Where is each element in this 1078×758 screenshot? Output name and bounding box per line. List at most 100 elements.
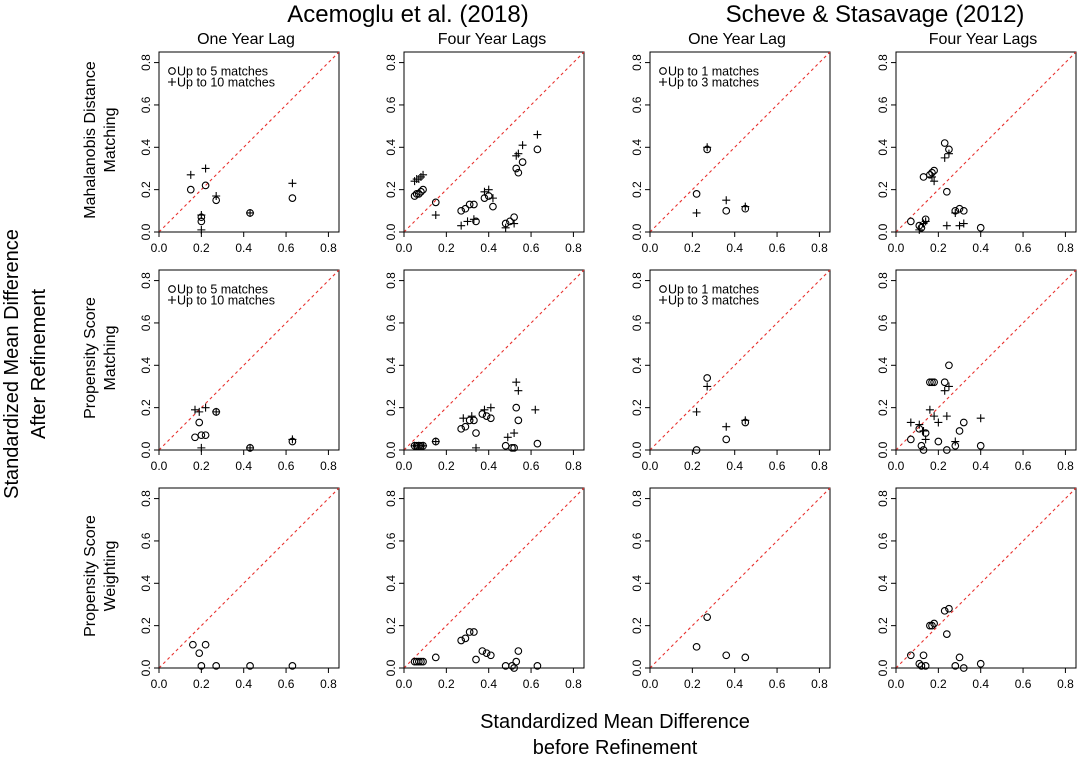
legend-marker-plus: [168, 296, 176, 304]
y-tick-label: 0.8: [876, 490, 890, 507]
x-tick-label: 0.2: [438, 241, 455, 255]
x-tick-label: 0.8: [320, 677, 337, 691]
data-point-circle: [955, 653, 964, 662]
x-tick-label: 0.4: [726, 459, 743, 473]
data-point-plus: [197, 225, 206, 234]
y-tick-label: 0.4: [876, 575, 890, 592]
column-title-2: Four Year Lags: [438, 31, 547, 48]
data-point-plus: [942, 412, 951, 421]
x-axis-label-line-1: Standardized Mean Difference: [480, 711, 750, 733]
scatter-panel: 0.00.0 0.2 0.2 0.4 0.4 0.6 0.6 0.8 0.8: [384, 487, 585, 691]
legend-marker-circle: [659, 285, 667, 293]
data-point-circle: [410, 192, 419, 200]
data-point-plus: [472, 443, 480, 452]
data-point-circle: [470, 416, 478, 425]
scatter-panel: 0.00.0 0.2 0.2 0.4 0.4 0.6 0.6 0.8 0.8: [384, 51, 585, 255]
data-point-circle: [926, 621, 934, 630]
y-tick-label: 0.0: [384, 223, 398, 240]
x-tick-label: 0.8: [811, 677, 828, 691]
data-point-circle: [412, 190, 421, 198]
x-tick-label: 0.0: [888, 241, 905, 255]
y-tick-label: 0.4: [630, 139, 644, 156]
data-point-circle: [945, 604, 953, 613]
x-tick-label: 0.0: [396, 241, 413, 255]
x-tick-label: 0.0: [888, 459, 905, 473]
data-point-plus: [431, 437, 440, 446]
data-point-plus: [510, 429, 519, 438]
data-point-circle: [692, 190, 701, 198]
legend-label: Up to 1 matches: [668, 283, 759, 297]
x-tick-label: 0.4: [726, 677, 743, 691]
diagonal-reference-line: [895, 51, 1077, 233]
data-point-plus: [212, 192, 221, 200]
data-point-circle: [417, 657, 425, 666]
panels: 0.00.00.20.20.40.40.60.60.80.8Up to 5 ma…: [139, 51, 1077, 691]
y-tick-label: 0.6: [384, 314, 398, 331]
x-tick-label: 0.4: [235, 459, 252, 473]
y-tick-label: 0.8: [139, 490, 153, 507]
data-point-circle: [934, 437, 943, 446]
data-point-circle: [722, 206, 731, 215]
column-title-3: One Year Lag: [688, 31, 786, 48]
data-point-plus: [944, 382, 953, 391]
data-point-plus: [503, 433, 512, 442]
data-point-plus: [951, 437, 960, 446]
x-tick-label: 0.8: [320, 241, 337, 255]
row-label-2-line-2: Matching: [102, 326, 119, 391]
data-point-circle: [186, 185, 195, 194]
data-point-plus: [201, 403, 210, 412]
data-point-plus: [488, 194, 497, 203]
data-point-circle: [501, 441, 510, 450]
data-point-circle: [506, 217, 514, 226]
data-point-circle: [703, 374, 712, 382]
data-point-plus: [722, 196, 731, 205]
data-point-circle: [508, 662, 516, 670]
y-tick-label: 0.8: [139, 54, 153, 71]
data-point-circle: [191, 433, 199, 442]
data-point-circle: [472, 655, 480, 664]
data-point-circle: [457, 636, 466, 645]
y-tick-label: 0.2: [876, 181, 890, 198]
y-tick-label: 0.8: [384, 54, 398, 71]
y-tick-label: 0.0: [139, 223, 153, 240]
plot-frame: [649, 487, 831, 669]
data-point-circle: [928, 378, 936, 387]
data-point-circle: [201, 431, 210, 440]
data-point-plus: [480, 405, 489, 414]
data-point-circle: [461, 634, 470, 643]
data-point-plus: [486, 403, 495, 412]
y-tick-label: 0.2: [876, 399, 890, 416]
scatter-panel: 0.00.0 0.2 0.2 0.4 0.4 0.6 0.6 0.8 0.8: [876, 269, 1077, 473]
data-point-plus: [201, 164, 210, 173]
data-point-circle: [197, 217, 206, 226]
diagonal-reference-line: [403, 51, 585, 233]
x-tick-label: 0.6: [278, 459, 295, 473]
y-tick-label: 0.6: [384, 532, 398, 549]
data-point-plus: [467, 412, 476, 421]
y-tick-label: 0.6: [876, 314, 890, 331]
y-tick-label: 0.4: [384, 575, 398, 592]
x-tick-label: 0.4: [972, 459, 989, 473]
data-point-circle: [692, 642, 701, 651]
x-tick-label: 0.2: [684, 459, 701, 473]
diagonal-reference-line: [649, 487, 831, 669]
legend-marker-plus: [659, 296, 667, 304]
data-point-circle: [288, 662, 297, 670]
data-point-circle: [930, 378, 938, 387]
data-point-circle: [197, 431, 206, 440]
y-tick-label: 0.4: [876, 357, 890, 374]
x-tick-label: 0.2: [193, 241, 210, 255]
plot-frame: [649, 269, 831, 451]
y-tick-label: 0.0: [139, 441, 153, 458]
figure-labels: Acemoglu et al. (2018) Scheve & Stasavag…: [1, 1, 1037, 758]
x-tick-label: 0.0: [888, 677, 905, 691]
y-tick-label: 0.6: [630, 532, 644, 549]
x-tick-label: 0.0: [396, 677, 413, 691]
data-point-circle: [514, 647, 523, 655]
x-tick-label: 0.8: [565, 677, 582, 691]
data-point-plus: [197, 211, 206, 220]
y-tick-label: 0.2: [384, 399, 398, 416]
y-tick-label: 0.0: [139, 659, 153, 676]
data-point-circle: [917, 662, 926, 670]
data-point-plus: [514, 149, 523, 158]
